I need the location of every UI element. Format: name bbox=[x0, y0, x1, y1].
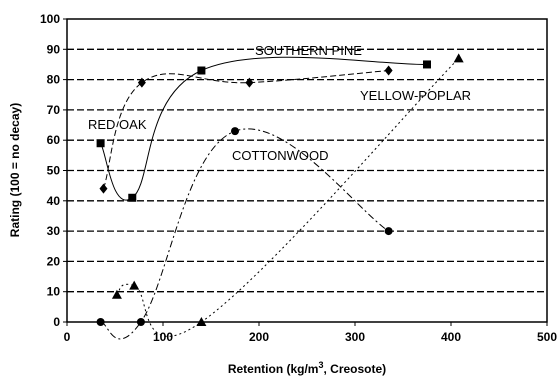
x-tick-label-0: 0 bbox=[64, 330, 71, 344]
y-tick-label-90: 90 bbox=[47, 42, 61, 56]
marker-yellow-poplar-1 bbox=[137, 77, 146, 88]
series-line-red-oak bbox=[116, 58, 460, 337]
marker-cottonwood-3 bbox=[384, 227, 393, 236]
y-axis-ticks: 0 10 20 30 40 50 60 70 80 90 100 bbox=[40, 12, 67, 329]
y-tick-label-20: 20 bbox=[47, 254, 61, 268]
x-tick-label-500: 500 bbox=[537, 330, 557, 344]
x-axis-ticks: 0 100 200 300 400 500 bbox=[64, 322, 557, 344]
series-line-southern-pine bbox=[100, 56, 428, 201]
series-label-red-oak: RED OAK bbox=[88, 117, 147, 132]
x-tick-label-200: 200 bbox=[249, 330, 269, 344]
series-markers bbox=[96, 53, 464, 326]
x-tick-label-300: 300 bbox=[345, 330, 365, 344]
marker-red-oak-0 bbox=[111, 289, 122, 299]
y-tick-label-100: 100 bbox=[40, 12, 60, 26]
series-line-yellow-poplar bbox=[103, 70, 389, 189]
series-lines bbox=[100, 56, 460, 340]
y-tick-label-0: 0 bbox=[53, 315, 60, 329]
x-tick-label-100: 100 bbox=[153, 330, 173, 344]
marker-cottonwood-1 bbox=[136, 318, 145, 326]
marker-southern-pine-1 bbox=[128, 193, 137, 202]
marker-cottonwood-0 bbox=[96, 318, 105, 326]
y-tick-label-10: 10 bbox=[47, 285, 61, 299]
series-label-yellow-poplar: YELLOW-POPLAR bbox=[360, 88, 471, 103]
y-tick-label-60: 60 bbox=[47, 133, 61, 147]
x-tick-label-400: 400 bbox=[441, 330, 461, 344]
marker-yellow-poplar-2 bbox=[245, 77, 254, 88]
marker-yellow-poplar-3 bbox=[384, 65, 393, 76]
y-tick-label-70: 70 bbox=[47, 103, 61, 117]
y-tick-label-40: 40 bbox=[47, 194, 61, 208]
y-tick-label-50: 50 bbox=[47, 164, 61, 178]
marker-southern-pine-0 bbox=[96, 139, 105, 148]
marker-southern-pine-3 bbox=[423, 60, 431, 69]
series-line-cottonwood bbox=[100, 128, 389, 340]
marker-yellow-poplar-0 bbox=[99, 183, 108, 194]
y-axis-title: Rating (100 = no decay) bbox=[8, 103, 22, 237]
marker-red-oak-2 bbox=[196, 317, 207, 326]
series-label-cottonwood: COTTONWOOD bbox=[232, 148, 329, 163]
series-label-southern-pine: SOUTHERN PINE bbox=[255, 43, 362, 58]
y-tick-label-80: 80 bbox=[47, 73, 61, 87]
marker-red-oak-3 bbox=[453, 53, 464, 63]
marker-southern-pine-2 bbox=[197, 66, 206, 75]
x-axis-title: Retention (kg/m3, Creosote) bbox=[228, 360, 386, 376]
series-labels: SOUTHERN PINE YELLOW-POPLAR COTTONWOOD R… bbox=[88, 43, 471, 163]
marker-cottonwood-2 bbox=[231, 127, 239, 136]
gridlines bbox=[67, 48, 547, 293]
marker-red-oak-1 bbox=[129, 280, 140, 290]
y-tick-label-30: 30 bbox=[47, 224, 61, 238]
